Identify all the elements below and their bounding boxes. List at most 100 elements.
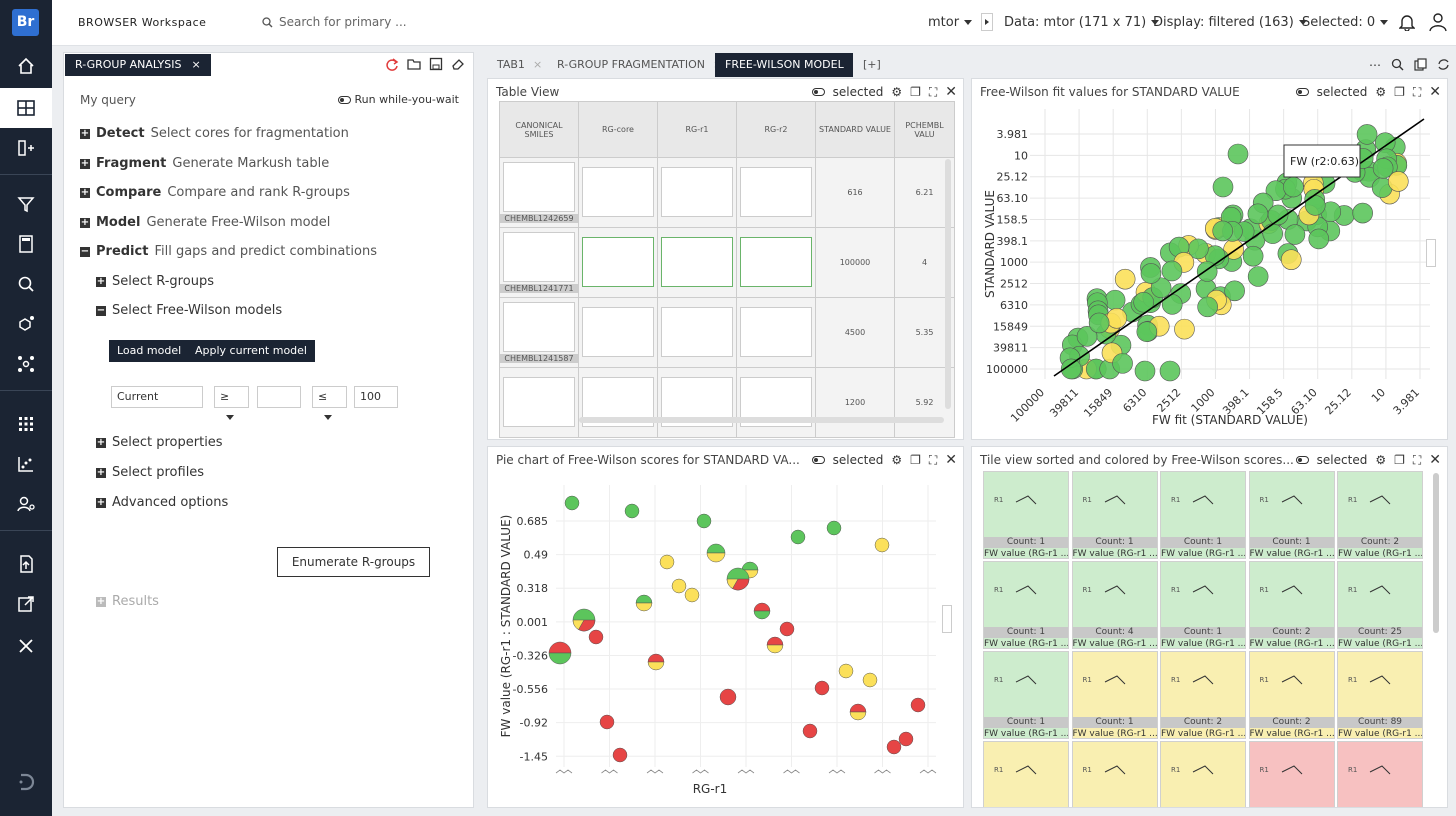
- run-while-you-wait-toggle[interactable]: Run while-you-wait: [337, 93, 459, 106]
- r-group-tile[interactable]: R1: [1337, 741, 1423, 807]
- network-icon[interactable]: [0, 344, 52, 384]
- select-profiles[interactable]: + Select profiles: [96, 465, 205, 480]
- advanced-options[interactable]: + Advanced options: [96, 495, 229, 510]
- user-settings-icon[interactable]: [0, 484, 52, 524]
- r-group-tile[interactable]: R1 Count: 1 FW value (RG-r1 ...: [1248, 471, 1335, 559]
- layout-icon[interactable]: [0, 88, 52, 128]
- filter-icon[interactable]: [0, 184, 52, 224]
- column-header[interactable]: RG-r2: [736, 101, 816, 158]
- column-header[interactable]: RG-core: [578, 101, 658, 158]
- home-icon[interactable]: [0, 46, 52, 86]
- r-group-tile[interactable]: R1 Count: 2 FW value (RG-r1 ...: [1337, 471, 1423, 559]
- global-search[interactable]: Search for primary ...: [262, 15, 407, 29]
- r-group-tile[interactable]: R1 Count: 1 FW value (RG-r1 ...: [1071, 651, 1158, 739]
- upload-icon[interactable]: [0, 544, 52, 584]
- fw-value-pie-scatter-chart[interactable]: 0.685 0.49 0.318 0.001 -0.326 -0.556 -0.92 -1.4…: [488, 447, 964, 808]
- copy-icon[interactable]: ❐: [1394, 85, 1405, 99]
- column-header[interactable]: RG-r1: [657, 101, 737, 158]
- panel-tab-r-group-analysis[interactable]: R-GROUP ANALYSIS ×: [65, 54, 211, 76]
- selected-toggle[interactable]: [811, 88, 825, 96]
- results-section[interactable]: + Results: [96, 594, 159, 609]
- expand-arrow-button[interactable]: [981, 13, 993, 31]
- r-group-tile[interactable]: R1 Count: 2 FW value (RG-r1 ...: [1248, 651, 1335, 739]
- maximize-icon[interactable]: ⛶: [1412, 452, 1422, 467]
- calculator-icon[interactable]: [0, 224, 52, 264]
- workspace-dropdown[interactable]: mtor: [928, 15, 973, 30]
- close-icon[interactable]: ✕: [945, 452, 957, 468]
- close-icon[interactable]: ✕: [1429, 84, 1441, 100]
- settings-icon[interactable]: ⚙: [891, 453, 903, 467]
- add-tab-button[interactable]: [+]: [853, 53, 891, 77]
- export-icon[interactable]: [0, 584, 52, 624]
- save-icon[interactable]: [429, 57, 443, 71]
- r-group-tile[interactable]: R1 Count: 1 FW value (RG-r1 ...: [1160, 561, 1246, 649]
- r-group-tile[interactable]: R1 Count: 1 FW value (RG-r1 ...: [1160, 471, 1246, 559]
- more-icon[interactable]: ⋯: [1369, 58, 1381, 72]
- table-row[interactable]: 1200 5.92: [499, 367, 955, 438]
- collapse-handle[interactable]: [1426, 239, 1436, 267]
- copy-icon[interactable]: ❐: [910, 85, 921, 99]
- scatter-plot-icon[interactable]: [0, 444, 52, 484]
- section-detect[interactable]: + Detect Select cores for fragmentation: [80, 126, 349, 141]
- load-model-button[interactable]: Load model: [109, 340, 190, 362]
- display-dropdown[interactable]: Display: filtered (163): [1153, 15, 1307, 30]
- vertical-scrollbar[interactable]: [1433, 473, 1439, 633]
- maximize-icon[interactable]: ⛶: [1412, 84, 1422, 99]
- settings-icon[interactable]: ⚙: [1375, 85, 1387, 99]
- tools-icon[interactable]: [0, 626, 52, 666]
- eraser-icon[interactable]: [451, 57, 465, 71]
- zoom-icon[interactable]: [1391, 58, 1404, 71]
- maximize-icon[interactable]: ⛶: [928, 452, 938, 467]
- section-predict[interactable]: − Predict Fill gaps and predict combinatio…: [80, 244, 377, 259]
- r-group-tile[interactable]: R1 Count: 2 FW value (RG-r1 ...: [1160, 651, 1246, 739]
- selected-toggle[interactable]: [1295, 88, 1309, 96]
- select-properties[interactable]: + Select properties: [96, 435, 223, 450]
- maximize-icon[interactable]: ⛶: [928, 84, 938, 99]
- r-group-tile[interactable]: R1: [1071, 741, 1158, 807]
- collapse-handle[interactable]: [942, 605, 952, 633]
- r-group-tile[interactable]: R1 Count: 2 FW value (RG-r1 ...: [1248, 561, 1335, 649]
- column-header[interactable]: PCHEMBL VALU: [894, 101, 955, 158]
- close-icon[interactable]: ✕: [1429, 452, 1441, 468]
- max-operator-select[interactable]: ≤: [312, 386, 347, 420]
- r-group-tile[interactable]: R1 Count: 1 FW value (RG-r1 ...: [983, 471, 1069, 559]
- min-operator-select[interactable]: ≥: [214, 386, 249, 420]
- section-model[interactable]: + Model Generate Free-Wilson model: [80, 215, 331, 230]
- selected-toggle[interactable]: [1295, 456, 1309, 464]
- r-group-tile[interactable]: R1 Count: 1 FW value (RG-r1 ...: [1071, 471, 1158, 559]
- column-header[interactable]: CANONICAL SMILES: [499, 101, 579, 158]
- refresh-icon[interactable]: [385, 57, 399, 71]
- selected-toggle[interactable]: [811, 456, 825, 464]
- fw-fit-scatter-chart[interactable]: 3.9811025.1263.10158.5398.11000251263101…: [972, 79, 1448, 440]
- r-group-tile[interactable]: R1 Count: 89 FW value (RG-r1 ...: [1337, 651, 1423, 739]
- apply-current-model-button[interactable]: Apply current model: [187, 340, 315, 362]
- section-compare[interactable]: + Compare Compare and rank R-groups: [80, 185, 350, 200]
- settings-icon[interactable]: ⚙: [1375, 453, 1387, 467]
- vertical-scrollbar[interactable]: [945, 159, 951, 409]
- table-row[interactable]: CHEMBL1242659 616 6.21: [499, 157, 955, 228]
- model-field-select[interactable]: Current: [111, 386, 203, 408]
- r-group-tile[interactable]: R1 Count: 25 FW value (RG-r1 ...: [1337, 561, 1423, 649]
- copy-icon[interactable]: ❐: [910, 453, 921, 467]
- selected-dropdown[interactable]: Selected: 0: [1302, 15, 1389, 30]
- copy-icon[interactable]: ❐: [1394, 453, 1405, 467]
- sync-icon[interactable]: [1437, 58, 1450, 71]
- horizontal-scrollbar[interactable]: [579, 417, 944, 423]
- column-header[interactable]: STANDARD VALUE: [815, 101, 895, 158]
- close-icon[interactable]: ✕: [945, 84, 957, 100]
- close-icon[interactable]: ×: [191, 58, 201, 71]
- select-free-wilson-models[interactable]: − Select Free-Wilson models: [96, 303, 283, 318]
- bell-icon[interactable]: [1398, 13, 1416, 35]
- table-row[interactable]: CHEMBL1241771 100000 4: [499, 227, 955, 298]
- copy-icon[interactable]: [1414, 58, 1427, 71]
- data-dropdown[interactable]: Data: mtor (171 x 71): [1004, 15, 1160, 30]
- r-group-tile[interactable]: R1 Count: 1 FW value (RG-r1 ...: [983, 561, 1069, 649]
- r-group-tile[interactable]: R1: [1248, 741, 1335, 807]
- select-r-groups[interactable]: + Select R-groups: [96, 274, 214, 289]
- molecule-icon[interactable]: [0, 304, 52, 344]
- tab-r-group-fragmentation[interactable]: R-GROUP FRAGMENTATION×: [547, 53, 733, 77]
- min-value-input[interactable]: [257, 386, 301, 408]
- r-group-tile[interactable]: R1 Count: 1 FW value (RG-r1 ...: [983, 651, 1069, 739]
- section-fragment[interactable]: + Fragment Generate Markush table: [80, 156, 330, 171]
- r-group-tile[interactable]: R1: [983, 741, 1069, 807]
